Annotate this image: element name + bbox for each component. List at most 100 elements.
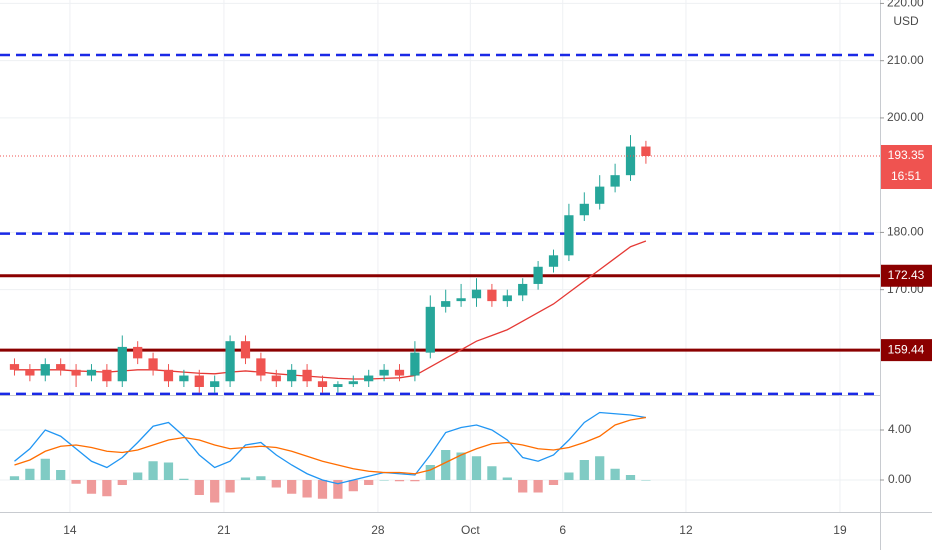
x-tick-label: 19 bbox=[833, 523, 847, 537]
histogram-bar bbox=[548, 480, 559, 485]
histogram-bar bbox=[302, 480, 312, 498]
histogram-bar bbox=[595, 456, 605, 480]
candle-body bbox=[333, 384, 343, 387]
y-tick-label: 180.00 bbox=[887, 225, 924, 239]
candle-body bbox=[302, 369, 312, 382]
candle-body bbox=[71, 369, 81, 376]
signal-line bbox=[14, 416, 647, 475]
histogram-bar bbox=[625, 475, 636, 480]
x-tick-label: 28 bbox=[371, 523, 385, 537]
x-tick-label: 14 bbox=[63, 523, 77, 537]
histogram-bar bbox=[333, 480, 343, 499]
candle-body bbox=[364, 375, 374, 382]
histogram-bar bbox=[102, 480, 112, 497]
candle-body bbox=[579, 203, 589, 216]
candle-body bbox=[271, 375, 281, 382]
candle-body bbox=[456, 298, 466, 302]
candle-body bbox=[148, 358, 158, 370]
histogram-bar bbox=[317, 480, 328, 499]
candle-body bbox=[240, 341, 251, 359]
countdown-label: 16:51 bbox=[891, 169, 921, 183]
histogram-bar bbox=[518, 480, 528, 493]
x-tick-label: Oct bbox=[461, 523, 480, 537]
candle-body bbox=[56, 364, 66, 370]
candle-body bbox=[133, 346, 143, 359]
candle-body bbox=[348, 381, 358, 385]
candle-body bbox=[533, 266, 543, 284]
candle-body bbox=[625, 146, 636, 176]
histogram-bar bbox=[610, 468, 620, 480]
candle-body bbox=[317, 381, 328, 387]
candle-body bbox=[564, 215, 574, 256]
histogram-bar bbox=[410, 480, 420, 482]
candle-body bbox=[548, 255, 559, 267]
currency-label: USD bbox=[893, 14, 919, 28]
candle-body bbox=[225, 341, 235, 382]
candle-body bbox=[410, 352, 420, 376]
histogram-bar bbox=[117, 480, 127, 485]
candle-body bbox=[610, 175, 620, 187]
histogram-bar bbox=[533, 480, 543, 493]
candle-body bbox=[595, 186, 605, 204]
histogram-bar bbox=[348, 480, 358, 492]
candle-body bbox=[163, 369, 174, 382]
histogram-bar bbox=[256, 476, 266, 480]
histogram-bar bbox=[394, 480, 405, 482]
candle-body bbox=[117, 346, 127, 382]
histogram-bar bbox=[487, 466, 497, 480]
macd-line bbox=[14, 411, 647, 485]
histogram-bar bbox=[564, 472, 574, 480]
histogram-bar bbox=[163, 462, 174, 480]
y-tick-label: 210.00 bbox=[887, 53, 924, 67]
level-box bbox=[881, 264, 932, 287]
histogram-bar bbox=[9, 476, 20, 480]
histogram-bar bbox=[579, 460, 589, 480]
x-tick-label: 12 bbox=[679, 523, 693, 537]
y-tick-label: 220.00 bbox=[887, 0, 924, 10]
histogram-bar bbox=[40, 458, 50, 480]
histogram-bar bbox=[25, 468, 35, 480]
histogram-bar bbox=[194, 480, 204, 495]
candle-body bbox=[425, 306, 435, 353]
macd-tick-label: 0.00 bbox=[888, 472, 912, 486]
candle-body bbox=[102, 369, 112, 382]
candle-body bbox=[471, 289, 482, 299]
histogram-bar bbox=[271, 480, 281, 488]
histogram-bar bbox=[641, 480, 651, 481]
candle-body bbox=[9, 364, 20, 370]
histogram-bar bbox=[471, 456, 482, 480]
candle-body bbox=[25, 369, 35, 376]
last-price-label: 193.35 bbox=[888, 148, 925, 162]
histogram-bar bbox=[225, 480, 235, 493]
histogram-bar bbox=[456, 452, 466, 480]
histogram-bar bbox=[364, 480, 374, 485]
candle-body bbox=[40, 364, 50, 376]
candle-body bbox=[210, 381, 220, 387]
y-tick-label: 200.00 bbox=[887, 110, 924, 124]
candle-body bbox=[518, 283, 528, 296]
histogram-bar bbox=[441, 450, 451, 480]
histogram-bar bbox=[179, 478, 189, 480]
histogram-bar bbox=[71, 480, 81, 484]
candle-body bbox=[194, 375, 204, 387]
level-box bbox=[881, 339, 932, 362]
candle-body bbox=[256, 358, 266, 376]
histogram-bar bbox=[86, 480, 97, 494]
candle-body bbox=[502, 295, 512, 302]
candle-body bbox=[86, 369, 97, 376]
candle-body bbox=[487, 289, 497, 302]
histogram-bar bbox=[210, 480, 220, 503]
candle-body bbox=[441, 301, 451, 307]
level-label: 159.44 bbox=[888, 342, 925, 356]
candle-body bbox=[394, 369, 405, 376]
macd-tick-label: 4.00 bbox=[888, 422, 912, 436]
x-tick-label: 6 bbox=[559, 523, 566, 537]
candle-body bbox=[379, 369, 389, 376]
histogram-bar bbox=[133, 472, 143, 480]
histogram-bar bbox=[502, 477, 512, 480]
level-label: 172.43 bbox=[888, 268, 925, 282]
histogram-bar bbox=[148, 461, 158, 480]
histogram-bar bbox=[287, 480, 297, 494]
x-tick-label: 21 bbox=[217, 523, 231, 537]
